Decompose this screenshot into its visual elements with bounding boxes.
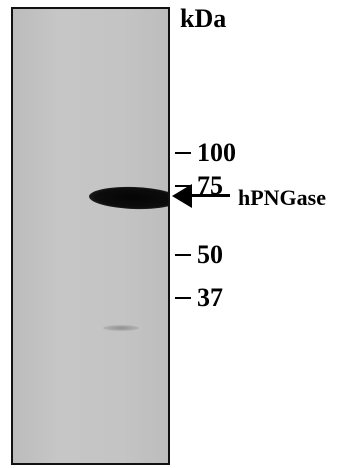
marker-tick <box>175 297 191 299</box>
marker-label: 37 <box>197 283 223 312</box>
protein-band-faint <box>103 325 139 331</box>
marker-50: 50 <box>175 241 223 269</box>
marker-100: 100 <box>175 139 236 167</box>
blot-lane <box>11 7 170 465</box>
marker-tick <box>175 254 191 256</box>
marker-37: 37 <box>175 284 223 312</box>
marker-tick <box>175 152 191 154</box>
band-arrow-icon <box>172 184 192 208</box>
lane-background <box>13 9 168 463</box>
band-label: hPNGase <box>238 185 326 210</box>
marker-label: 100 <box>197 138 236 167</box>
unit-label: kDa <box>180 4 227 33</box>
marker-label: 50 <box>197 240 223 269</box>
band-arrow-shaft <box>190 194 230 197</box>
